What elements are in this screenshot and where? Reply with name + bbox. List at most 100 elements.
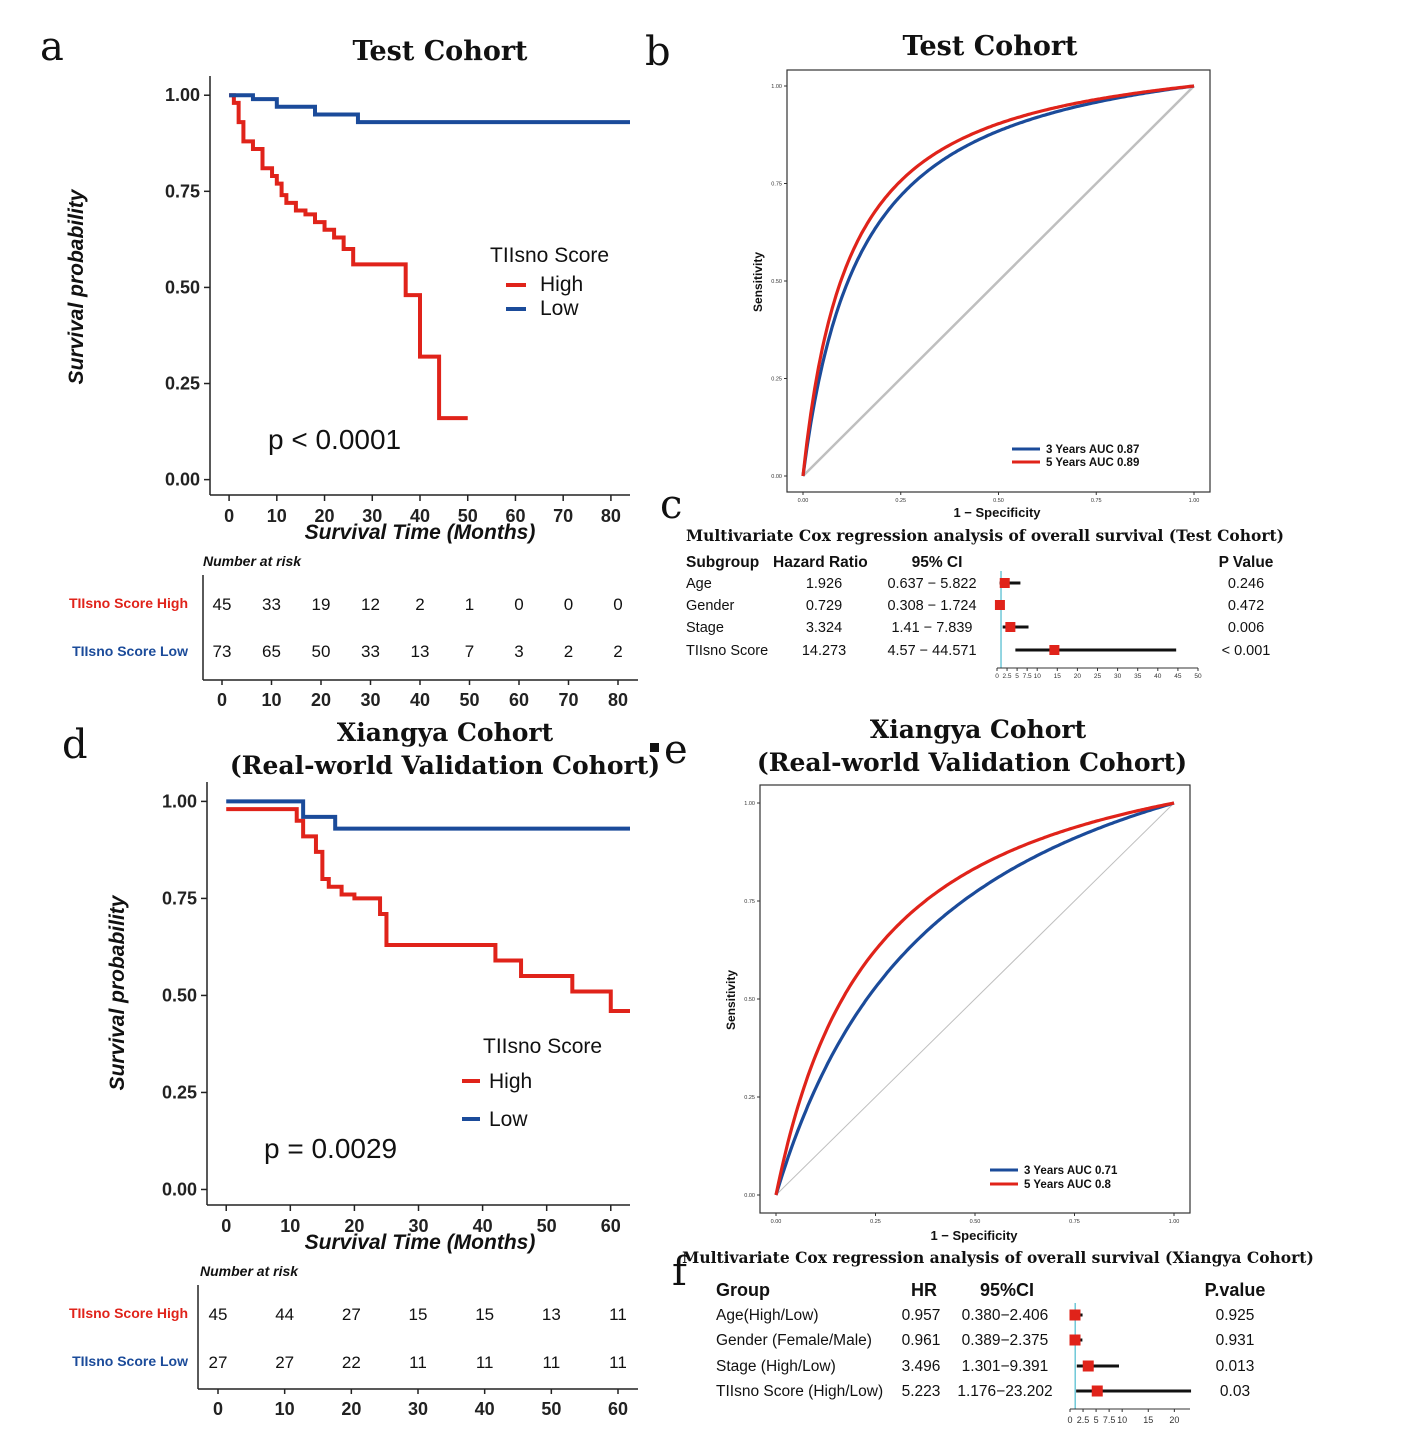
forest-c-xtick-label: 45 [1174, 673, 1182, 680]
forest-c-xtick-label: 40 [1154, 673, 1162, 680]
chart-e-legend-label: 3 Years AUC 0.71 [1024, 1165, 1118, 1177]
chart-a-risk-value: 45 [213, 595, 232, 614]
forest-c-row-hr: 14.273 [802, 643, 846, 659]
chart-b-diagonal-line [802, 85, 1195, 477]
chart-a-risk-value: 0 [564, 595, 573, 614]
risk-d-title: Number at risk [200, 1263, 299, 1279]
chart-a-xtick-label: 50 [458, 506, 478, 526]
legend-d-low-label: Low [489, 1108, 528, 1131]
forest-c-xtick-label: 5 [1015, 673, 1019, 680]
chart-d-xtick-label: 30 [408, 1216, 428, 1236]
chart-d-risk-value: 22 [342, 1353, 361, 1372]
forest-f-row-ci: 0.389−2.375 [962, 1332, 1049, 1349]
forest-c-row-ci: 4.57 − 44.571 [887, 643, 976, 659]
chart-e-xtick-label: 0.75 [1069, 1219, 1080, 1225]
forest-f-row-hr: 5.223 [902, 1383, 941, 1400]
chart-a-risk-value: 0 [514, 595, 523, 614]
chart-d-legend-title: TIIsno Score [483, 1035, 602, 1058]
chart-b-xtick-label: 0.25 [895, 498, 906, 504]
chart-b-roc-curve-3y [801, 84, 1195, 477]
forest-c-row-hr: 1.926 [806, 576, 842, 592]
chart-a-risk-value: 2 [564, 642, 573, 661]
chart-b-xlabel: 1 − Specificity [953, 505, 1041, 520]
chart-a-xtick-label: 60 [505, 506, 525, 526]
chart-a-risk-value: 13 [411, 642, 430, 661]
chart-d-series-high-line [226, 807, 630, 1013]
chart-a-risk-xtick-label: 70 [558, 690, 578, 710]
chart-e-roc-curve-5y [774, 801, 1175, 1196]
panel-letter-d: d [62, 722, 88, 768]
forest-c-row-p: < 0.001 [1222, 643, 1271, 659]
forest-f-row-group: Age(High/Low) [716, 1307, 819, 1324]
chart-a-risk-xtick-label: 80 [608, 690, 628, 710]
forest-f-title: Multivariate Cox regression analysis of … [682, 1248, 1314, 1267]
chart-d-risk-value: 11 [609, 1353, 627, 1372]
forest-f-header-ci: 95%CI [980, 1280, 1034, 1300]
chart-b-ytick-label: 0.00 [771, 474, 782, 480]
forest-f-xtick-label: 10 [1117, 1415, 1127, 1425]
forest-c-header-group: Subgroup [686, 554, 759, 571]
forest-f-row-ci: 0.380−2.406 [962, 1307, 1049, 1324]
chart-b-xtick-label: 1.00 [1189, 498, 1200, 504]
chart-d-risk-value: 11 [609, 1305, 627, 1324]
chart-a-risk-value: 19 [312, 595, 331, 614]
chart-b-title: Test Cohort [902, 31, 1078, 62]
chart-d-xtick-label: 40 [473, 1216, 493, 1236]
chart-d-risk-xtick-label: 30 [408, 1399, 428, 1419]
panel-b: Test Cohort Sensitivity 1 − Specificity [751, 31, 1078, 520]
chart-e-xtick-label: 1.00 [1169, 1219, 1180, 1225]
chart-b-ytick-label: 0.50 [771, 279, 782, 285]
chart-a-risk-value: 33 [361, 642, 380, 661]
forest-f-hr-point [1069, 1309, 1081, 1321]
chart-b-legend-label: 5 Years AUC 0.89 [1046, 457, 1139, 469]
chart-b-roc-curve-5y [801, 84, 1195, 477]
chart-d-risk-value: 44 [275, 1305, 294, 1324]
chart-d-title-line2: (Real-world Validation Cohort) [230, 751, 660, 780]
chart-a-risk-value: 33 [262, 595, 281, 614]
chart-e-ytick-label: 0.50 [744, 997, 755, 1003]
forest-c-xtick-label: 2.5 [1003, 673, 1012, 680]
chart-a-series-high-line [229, 93, 468, 421]
chart-b-ytick-label: 0.75 [771, 182, 782, 188]
chart-d-xlabel: Survival Time (Months) [305, 1231, 536, 1254]
chart-a-ytick-label: 0.25 [165, 374, 200, 394]
forest-c-row-group: TIIsno Score [686, 643, 768, 659]
chart-d-ylabel: Survival probability [106, 894, 129, 1090]
chart-d-ytick-label: 0.75 [162, 888, 197, 908]
forest-c-row-ci: 0.308 − 1.724 [887, 598, 976, 614]
chart-d-risk-xtick-label: 10 [275, 1399, 295, 1419]
panel-letter-c: c [660, 482, 682, 528]
chart-e-legend-label: 5 Years AUC 0.8 [1024, 1179, 1112, 1191]
chart-d-risk-value: 13 [542, 1305, 561, 1324]
chart-a-pvalue: p < 0.0001 [268, 424, 401, 455]
chart-d-risk-xtick-label: 20 [341, 1399, 361, 1419]
chart-d-risk-value: 15 [475, 1305, 494, 1324]
forest-c-header-hr: Hazard Ratio [773, 554, 868, 571]
chart-d-ytick-label: 0.00 [162, 1179, 197, 1199]
chart-d-xtick-label: 60 [601, 1216, 621, 1236]
chart-a-legend-title: TIIsno Score [490, 244, 609, 267]
risk-d-row-label-low: TIIsno Score Low [72, 1353, 188, 1369]
forest-c-row-ci: 1.41 − 7.839 [891, 620, 972, 636]
forest-c-xtick-label: 35 [1134, 673, 1142, 680]
forest-f-row-hr: 0.957 [902, 1307, 941, 1324]
chart-a-series-low-line [229, 93, 630, 125]
forest-f-xtick-label: 0 [1067, 1415, 1072, 1425]
chart-d-ytick-label: 1.00 [162, 791, 197, 811]
panel-f: Multivariate Cox regression analysis of … [682, 1248, 1314, 1267]
forest-f-row-p: 0.03 [1220, 1383, 1250, 1400]
chart-a-risk-value: 2 [415, 595, 424, 614]
legend-a-high-label: High [540, 273, 583, 296]
forest-c-xtick-label: 7.5 [1023, 673, 1032, 680]
chart-e-ytick-label: 0.00 [744, 1193, 755, 1199]
forest-f-hr-point [1069, 1334, 1081, 1346]
forest-c-xtick-label: 30 [1114, 673, 1122, 680]
chart-a-ylabel: Survival probability [65, 188, 88, 384]
legend-a-low-label: Low [540, 297, 579, 320]
panel-letter-a: a [40, 24, 64, 70]
chart-b-xtick-label: 0.00 [798, 498, 809, 504]
forest-c-hr-point [994, 600, 1005, 610]
forest-c-xtick-label: 20 [1074, 673, 1082, 680]
chart-a-risk-xtick-label: 30 [360, 690, 380, 710]
